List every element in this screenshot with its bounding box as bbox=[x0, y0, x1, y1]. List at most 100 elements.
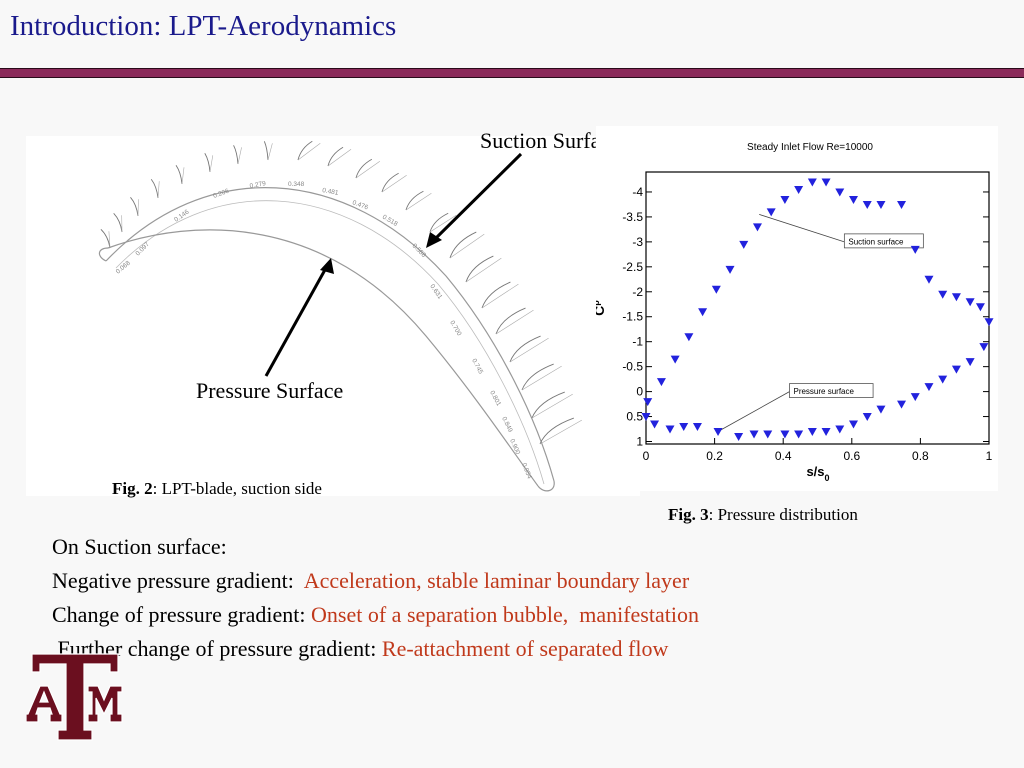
x-tick-label: 0.2 bbox=[706, 449, 723, 463]
pressure-surface-label: Pressure Surface bbox=[196, 378, 344, 403]
fig2-caption-number: Fig. 2 bbox=[112, 479, 153, 498]
annotation-box bbox=[789, 383, 874, 398]
profile-normal-line bbox=[157, 181, 160, 199]
suction-arrowhead bbox=[426, 232, 442, 248]
pressure-point bbox=[951, 365, 961, 374]
velocity-profile bbox=[175, 165, 183, 185]
station-label: 0.801 bbox=[488, 390, 502, 408]
pressure-point bbox=[979, 343, 989, 352]
profile-normal-line bbox=[449, 233, 485, 259]
suction-point bbox=[876, 200, 886, 209]
y-tick-label: -3.5 bbox=[622, 210, 643, 224]
profile-normal-line bbox=[181, 167, 185, 185]
suction-point bbox=[684, 333, 694, 342]
suction-point bbox=[794, 185, 804, 194]
velocity-profile bbox=[531, 391, 565, 419]
pressure-point bbox=[665, 425, 675, 434]
velocity-profile bbox=[150, 179, 159, 199]
velocity-profile bbox=[481, 281, 511, 309]
station-label: 0.146 bbox=[173, 208, 191, 223]
fig2-caption: Fig. 2: LPT-blade, suction side bbox=[112, 479, 322, 499]
profile-normal-line bbox=[481, 283, 519, 309]
series-suction-surface bbox=[643, 178, 994, 407]
velocity-profile bbox=[233, 145, 239, 165]
x-tick-label: 0 bbox=[643, 449, 650, 463]
body-line-3-highlight: Onset of a separation bubble, manifestat… bbox=[311, 602, 699, 627]
velocity-profile bbox=[263, 141, 269, 161]
pressure-point bbox=[821, 428, 831, 437]
suction-point bbox=[739, 240, 749, 249]
velocity-profile bbox=[204, 153, 211, 173]
boundary-layer-profiles bbox=[100, 140, 582, 445]
suction-point bbox=[897, 200, 907, 209]
station-label: 0.097 bbox=[134, 241, 151, 258]
station-label: 0.481 bbox=[322, 187, 340, 197]
pressure-point bbox=[849, 420, 859, 429]
chart-plot-frame bbox=[645, 171, 990, 445]
station-label: 0.588 bbox=[411, 242, 428, 259]
pressure-chart-panel: Steady Inlet Flow Re=10000 0 0.2 0.4 0.6 0.8… bbox=[591, 126, 998, 491]
body-text: On Suction surface: Negative pressure gr… bbox=[52, 530, 699, 666]
velocity-profile bbox=[449, 231, 477, 259]
velocity-profile bbox=[509, 335, 541, 363]
x-axis-ticks: 0 0.2 0.4 0.6 0.8 1 bbox=[643, 438, 993, 463]
profile-normal-line bbox=[209, 155, 214, 173]
pressure-point bbox=[679, 423, 689, 432]
suction-point bbox=[849, 195, 859, 204]
fig3-caption: Fig. 3: Pressure distribution bbox=[668, 505, 858, 525]
y-axis-label: Cp bbox=[596, 300, 607, 316]
annotation-text: Suction surface bbox=[848, 237, 904, 246]
blade-trailing-edge bbox=[537, 480, 555, 492]
pressure-point bbox=[713, 428, 723, 437]
velocity-profile bbox=[130, 196, 139, 217]
x-tick-label: 0.4 bbox=[775, 449, 792, 463]
suction-point bbox=[924, 275, 934, 284]
pressure-point bbox=[910, 393, 920, 402]
profile-normal-line bbox=[381, 175, 407, 193]
suction-point bbox=[951, 293, 961, 302]
fig3-caption-number: Fig. 3 bbox=[668, 505, 709, 524]
pressure-point bbox=[749, 430, 759, 439]
suction-point bbox=[984, 318, 994, 327]
suction-point bbox=[766, 208, 776, 217]
y-tick-label: 1 bbox=[636, 435, 643, 449]
pressure-arrowhead bbox=[320, 258, 334, 274]
suction-point bbox=[862, 200, 872, 209]
blade-leading-edge bbox=[98, 247, 109, 262]
pressure-point bbox=[763, 430, 773, 439]
station-label: 0.518 bbox=[381, 214, 399, 228]
velocity-profile bbox=[465, 255, 494, 283]
profile-normal-line bbox=[355, 161, 381, 179]
body-line-3: Change of pressure gradient: Onset of a … bbox=[52, 598, 699, 632]
y-tick-label: 0.5 bbox=[626, 410, 643, 424]
body-line-4-highlight: Re-attachment of separated flow bbox=[381, 636, 669, 661]
pressure-point bbox=[897, 400, 907, 409]
body-line-2-label: Negative pressure gradient: bbox=[52, 568, 304, 593]
annotation-leader bbox=[759, 214, 845, 243]
body-line-1-text: On Suction surface: bbox=[52, 534, 227, 559]
suction-point bbox=[643, 398, 653, 407]
station-label: 0.954 bbox=[520, 462, 533, 480]
profile-normal-line bbox=[465, 257, 502, 283]
x-tick-label: 0.6 bbox=[843, 449, 860, 463]
station-label: 0.206 bbox=[212, 188, 230, 200]
pressure-point bbox=[876, 405, 886, 414]
profile-normal-line bbox=[237, 147, 242, 165]
pressure-arrow bbox=[264, 267, 328, 377]
chart-annotations: Suction surface Pressure surface bbox=[717, 214, 924, 432]
station-label: 0.348 bbox=[288, 181, 305, 188]
profile-normal-line bbox=[405, 193, 432, 211]
blade-pressure-outline bbox=[107, 229, 539, 487]
station-label: 0.700 bbox=[448, 320, 462, 338]
y-tick-label: -3 bbox=[632, 235, 643, 249]
y-tick-label: 0 bbox=[636, 385, 643, 399]
pressure-point bbox=[835, 425, 845, 434]
pressure-point bbox=[641, 413, 651, 422]
velocity-profile bbox=[100, 228, 111, 249]
annotation-text: Pressure surface bbox=[793, 387, 854, 396]
suction-point bbox=[938, 290, 948, 299]
suction-point bbox=[965, 298, 975, 307]
body-line-1: On Suction surface: bbox=[52, 530, 699, 564]
suction-point bbox=[725, 265, 735, 274]
